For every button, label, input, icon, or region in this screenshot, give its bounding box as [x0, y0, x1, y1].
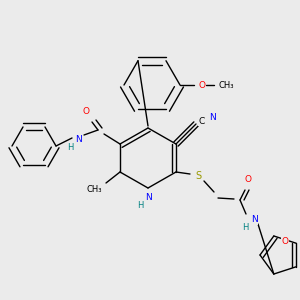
Text: H: H	[242, 224, 248, 232]
Text: O: O	[281, 237, 289, 246]
Text: O: O	[82, 106, 89, 116]
Text: H: H	[67, 143, 73, 152]
Text: N: N	[145, 194, 152, 202]
Text: CH₃: CH₃	[218, 80, 234, 89]
Text: C: C	[199, 116, 205, 125]
Text: N: N	[75, 136, 81, 145]
Text: N: N	[250, 215, 257, 224]
Text: S: S	[195, 171, 201, 181]
Text: H: H	[137, 202, 143, 211]
Text: CH₃: CH₃	[86, 184, 102, 194]
Text: N: N	[208, 113, 215, 122]
Text: O: O	[244, 176, 251, 184]
Text: O: O	[199, 80, 206, 89]
